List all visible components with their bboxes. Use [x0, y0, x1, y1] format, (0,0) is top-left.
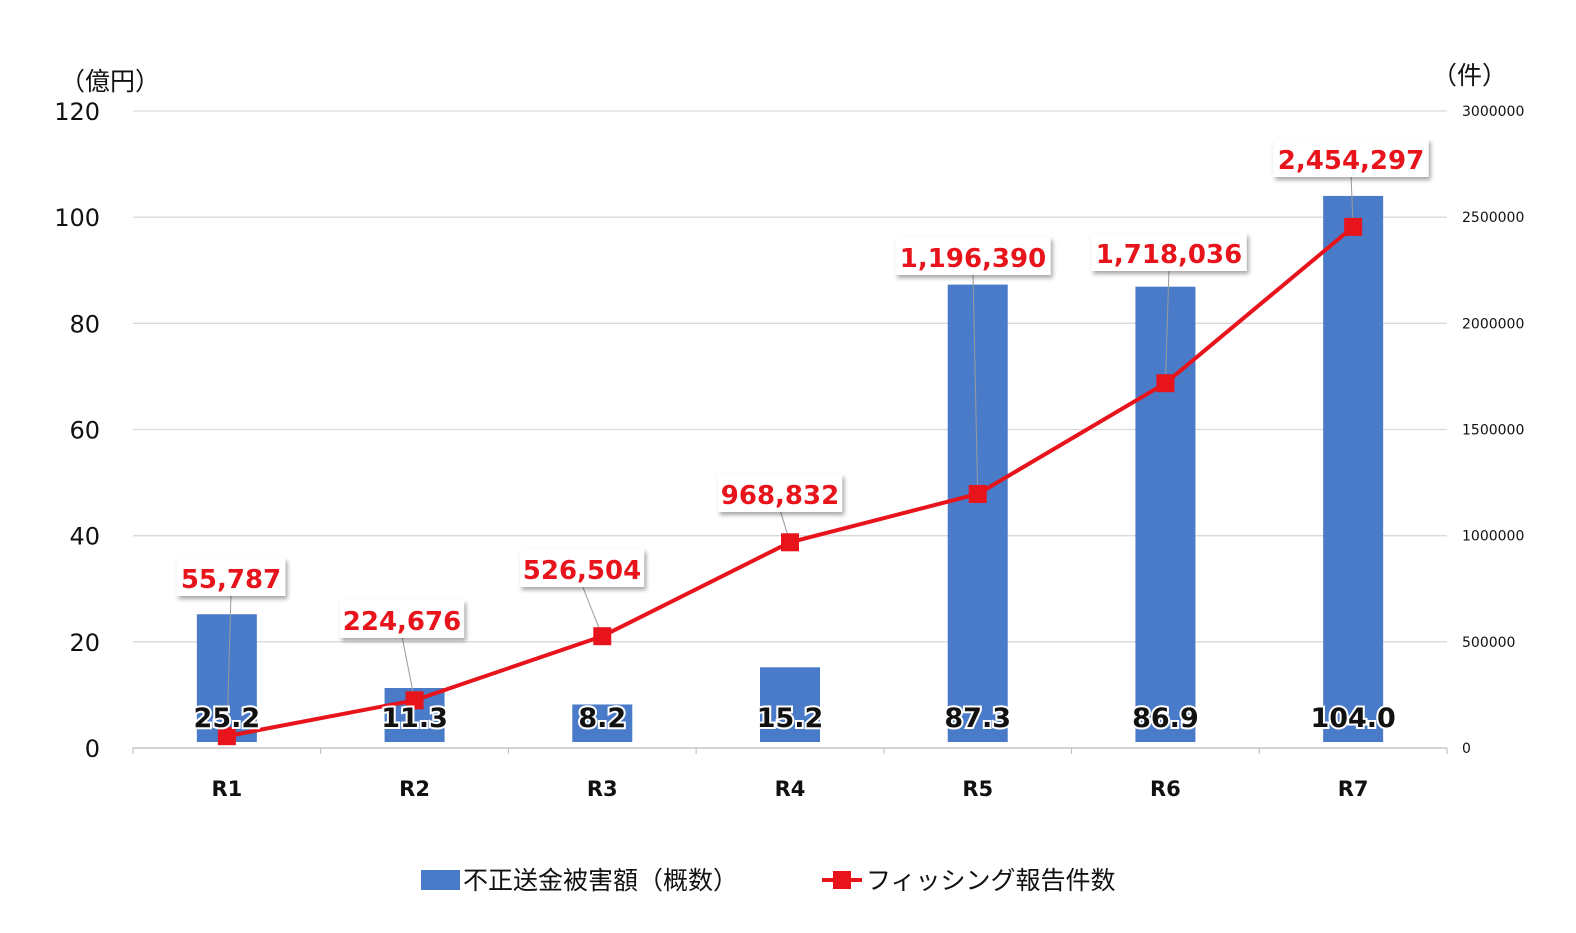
right-axis-tick: 2500000 [1462, 210, 1524, 226]
line-value-label: 526,504 [523, 556, 641, 586]
bar-value-label: 25.2 [194, 703, 261, 734]
x-axis-tick: R3 [587, 777, 618, 801]
bar [572, 704, 633, 742]
line-value-label: 1,196,390 [900, 244, 1046, 274]
legend-bar-swatch [421, 870, 460, 890]
data-labels: 25.2 11.3 8.2 15.2 87.3 86.9 104.0 55,787 224,67… [176, 139, 1429, 736]
x-axis-tick: R7 [1338, 777, 1369, 801]
leader-lines [226, 174, 1354, 737]
left-axis-tick: 60 [69, 417, 100, 445]
right-axis-tick: 1500000 [1462, 423, 1524, 439]
x-axis-tick: R5 [962, 777, 993, 801]
right-axis-tick: 0 [1462, 741, 1471, 757]
line-value-label: 968,832 [721, 481, 839, 511]
bar [760, 667, 820, 742]
bar [947, 284, 1008, 742]
line-value-label: 2,454,297 [1278, 146, 1424, 176]
right-axis-unit: （件） [1432, 61, 1507, 90]
left-axis-tick: 80 [69, 310, 100, 338]
line-value-label-box [717, 474, 843, 512]
leader-line [972, 272, 979, 494]
legend-bar-label: 不正送金被害額（概数） [463, 866, 738, 895]
line-marker [1344, 217, 1363, 236]
line-marker [781, 533, 799, 552]
x-axis-tick: R4 [775, 777, 806, 801]
leader-line [226, 593, 232, 737]
bar [1323, 195, 1384, 742]
axes: （億円） （件） 0 20 40 60 80 100 120 0 500000 1000000 15… [54, 61, 1524, 801]
line-value-label-box [1091, 233, 1247, 271]
left-axis-tick: 0 [85, 735, 100, 763]
line-marker [1156, 374, 1175, 393]
legend-line-label: フィッシング報告件数 [866, 866, 1116, 895]
line-value-label: 1,718,036 [1096, 240, 1242, 270]
legend-line-marker [833, 871, 851, 889]
x-axis-tick: R6 [1150, 777, 1181, 801]
right-axis-tick: 2000000 [1462, 316, 1524, 332]
line-marker [593, 627, 612, 646]
bar-value-label: 11.3 [381, 703, 448, 734]
left-axis-tick: 40 [69, 523, 100, 551]
line-marker [405, 691, 424, 710]
x-axis-tick: R2 [399, 777, 430, 801]
left-axis-tick: 120 [54, 98, 100, 126]
line-marker [217, 727, 236, 746]
line-value-label-box [339, 600, 465, 638]
bar-value-label: 87.3 [944, 703, 1011, 734]
bar-value-label: 15.2 [757, 703, 824, 734]
right-axis-tick: 3000000 [1462, 104, 1524, 120]
right-axis-tick: 500000 [1462, 635, 1515, 651]
bar-series [196, 195, 1384, 742]
bar-value-label: 104.0 [1310, 703, 1395, 734]
gridlines [132, 110, 1448, 754]
line-value-label-box [1273, 139, 1429, 177]
leader-line [401, 635, 416, 701]
line-series [217, 217, 1363, 746]
left-axis-tick: 20 [69, 629, 100, 657]
right-axis-tick: 1000000 [1462, 529, 1524, 545]
line-value-label-box [895, 237, 1051, 275]
legend: 不正送金被害額（概数） フィッシング報告件数 [421, 866, 1116, 895]
x-axis-tick: R1 [211, 777, 242, 801]
line-value-label-box [519, 549, 645, 587]
bar [1135, 286, 1196, 742]
line-value-label-box [176, 558, 286, 596]
leader-line [1164, 268, 1170, 384]
left-axis-tick: 100 [54, 204, 100, 232]
line-marker [968, 484, 987, 503]
line-value-label: 55,787 [181, 565, 281, 595]
bar-value-label: 86.9 [1132, 703, 1199, 734]
line-value-label: 224,676 [343, 607, 461, 637]
left-axis-unit: （億円） [60, 67, 160, 96]
bar-value-label: 8.2 [578, 703, 626, 734]
